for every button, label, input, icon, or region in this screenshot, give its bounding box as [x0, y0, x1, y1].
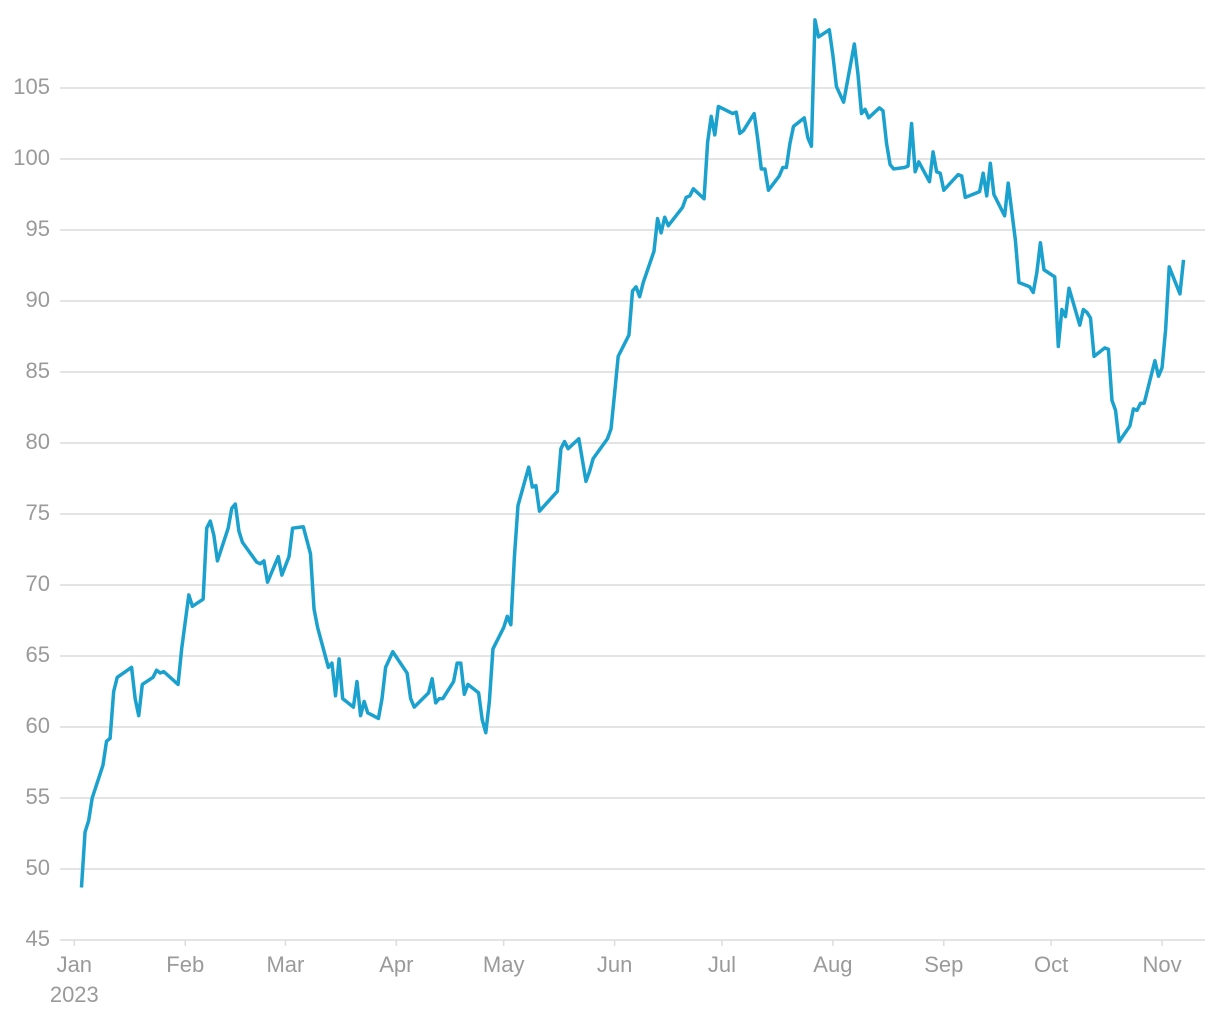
- x-tick-label: Sep: [924, 952, 963, 977]
- y-tick-label: 55: [26, 784, 50, 809]
- y-tick-label: 90: [26, 287, 50, 312]
- y-tick-label: 95: [26, 216, 50, 241]
- x-tick-label: Nov: [1143, 952, 1182, 977]
- x-tick-label: May: [483, 952, 525, 977]
- y-tick-label: 100: [13, 145, 50, 170]
- x-tick-label: Jan: [57, 952, 92, 977]
- y-tick-label: 50: [26, 855, 50, 880]
- data-line: [79, 18, 1186, 888]
- x-tick-label: Feb: [166, 952, 204, 977]
- y-tick-label: 65: [26, 642, 50, 667]
- x-tick-label: Jun: [597, 952, 632, 977]
- x-tick-label: Aug: [813, 952, 852, 977]
- x-tick-label: Mar: [266, 952, 304, 977]
- y-tick-label: 80: [26, 429, 50, 454]
- y-tick-label: 45: [26, 926, 50, 951]
- x-tick-label: Jul: [708, 952, 736, 977]
- x-tick-label: Oct: [1034, 952, 1068, 977]
- y-tick-label: 75: [26, 500, 50, 525]
- x-year-label: 2023: [50, 982, 99, 1007]
- x-tick-label: Apr: [379, 952, 413, 977]
- y-tick-label: 70: [26, 571, 50, 596]
- y-tick-label: 85: [26, 358, 50, 383]
- y-tick-label: 105: [13, 74, 50, 99]
- y-tick-label: 60: [26, 713, 50, 738]
